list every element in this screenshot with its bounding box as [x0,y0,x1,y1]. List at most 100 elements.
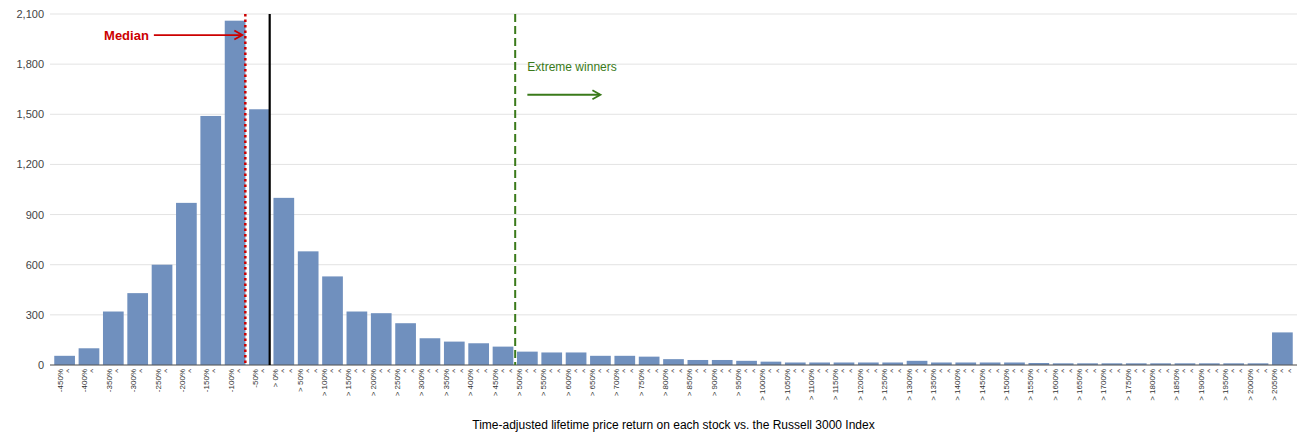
x-tick-label: > 1300%^^ [905,369,930,401]
x-tick-label: -400%^ [80,369,97,392]
bar [298,251,319,365]
bar [347,312,368,365]
x-tick-label: > 1550%^^ [1026,369,1051,401]
x-tick-label: > 350%^^ [442,369,467,397]
x-tick-label: > 1750%^^ [1124,369,1149,401]
annotation-line [514,14,516,365]
x-tick-label-line: > 1950% [1221,369,1230,401]
bar [152,265,173,365]
x-tick-label-line: > 1850% [1172,369,1181,401]
x-tick-label-line: ^ [88,369,97,373]
x-tick-label: > 1850%^^ [1172,369,1197,401]
bar [103,312,124,365]
x-tick-label: -300%^ [129,369,146,392]
bar [907,361,928,365]
x-tick-label: -350%^ [105,369,122,392]
x-tick-label: -100%^ [227,369,244,392]
bar [79,348,100,365]
x-tick-label: > 950%^^ [734,369,759,397]
x-tick-label-line: ^ [235,369,244,373]
x-tick-label: > 450%^^ [491,369,516,397]
x-tick-label-line: ^ [162,369,171,373]
x-tick-label: > 1600%^^ [1051,369,1076,401]
bar [493,347,514,365]
x-tick-label-line: > 1000% [758,369,767,401]
x-tick-label-line: ^ [137,369,146,373]
bar [371,313,392,365]
annotation-arrow-head [592,90,600,99]
x-tick-label: > 900%^^ [710,369,735,397]
x-tick-label-line: > 1800% [1148,369,1157,401]
x-tick-label-line: > 1400% [953,369,962,401]
x-tick-label-line: ^ [1286,369,1295,373]
x-tick-label-line: ^ [259,369,268,373]
x-tick-label-line: > 1550% [1026,369,1035,401]
x-tick-label-line: > 1900% [1197,369,1206,401]
x-tick-label: > 1000%^^ [758,369,783,401]
bar [566,352,587,365]
chart: 03006009001,2001,5001,8002,100 -450%^ -400… [0,0,1311,437]
x-tick-label: > 1650%^^ [1075,369,1100,401]
x-tick-label: > 1800%^^ [1148,369,1173,401]
x-tick-label: > 1250%^^ [880,369,905,401]
x-tick-label: > 150%^^ [344,369,369,397]
x-tick-label: > 2050%^^ [1270,369,1295,401]
bar [688,360,709,365]
x-tick-label-line: > 1750% [1124,369,1133,401]
bar [761,362,782,365]
x-tick-label-line: > 1050% [783,369,792,401]
x-tick-label: > 1950%^^ [1221,369,1246,401]
bar [736,361,757,365]
x-tick-label: > 400%^^ [466,369,491,397]
x-tick-label-line: > 2000% [1246,369,1255,401]
y-tick-label: 900 [26,209,44,221]
bar [54,356,75,365]
x-tick-label-line: > 1600% [1051,369,1060,401]
x-tick-label-line: ^ [210,369,219,373]
x-tick-label: > 1100%^^ [807,369,832,400]
x-tick-label: > 1050%^^ [783,369,808,401]
x-tick-label: > 1500%^^ [1002,369,1027,401]
annotation-arrow-shaft [154,34,241,36]
x-axis-line [50,365,1297,366]
x-tick-label: -450%^ [56,369,73,392]
bar [225,21,246,365]
x-tick-label-line: ^ [113,369,122,373]
bars [54,21,1292,365]
x-tick-label: > 700%^^ [612,369,637,397]
bar [712,360,733,365]
annotation-text: Median [104,28,149,43]
bar [322,276,343,365]
x-tick-label-line: ^ [186,369,195,373]
x-tick-label: > 500%^^ [515,369,540,397]
x-tick-label: > 550%^^ [539,369,564,397]
x-tick-label: > 650%^^ [588,369,613,397]
x-tick-label: -200%^ [178,369,195,392]
x-tick-label-line: > 1250% [880,369,889,401]
bar [517,352,538,365]
x-tick-label: > 200%^^ [369,369,394,397]
x-tick-label: > 300%^^ [417,369,442,397]
y-tick-label: 1,800 [16,58,44,70]
bar [468,343,489,365]
x-tick-label-line: > 1200% [856,369,865,401]
bar [273,198,294,365]
x-tick-label: > 50%^^ [296,369,321,392]
x-tick-label: > 250%^^ [393,369,418,397]
y-tick-label: 300 [26,309,44,321]
grid-line [50,365,1297,366]
annotation-line [269,14,271,365]
x-tick-label: > 800%^^ [661,369,686,397]
annotation-line [244,14,247,365]
x-tick-label: > 750%^^ [637,369,662,397]
x-tick-label: -50%^ [251,369,268,388]
x-tick-label: > 1200%^^ [856,369,881,401]
x-tick-label: > 1350%^^ [929,369,954,401]
y-axis: 03006009001,2001,5001,8002,100 [16,8,44,371]
bar [444,342,465,365]
x-tick-label: -250%^ [154,369,171,392]
x-tick-label: > 100%^^ [320,369,345,397]
annotation-arrow-shaft [527,94,599,96]
x-axis-label: Time-adjusted lifetime price return on e… [472,418,874,432]
bar [614,356,635,365]
